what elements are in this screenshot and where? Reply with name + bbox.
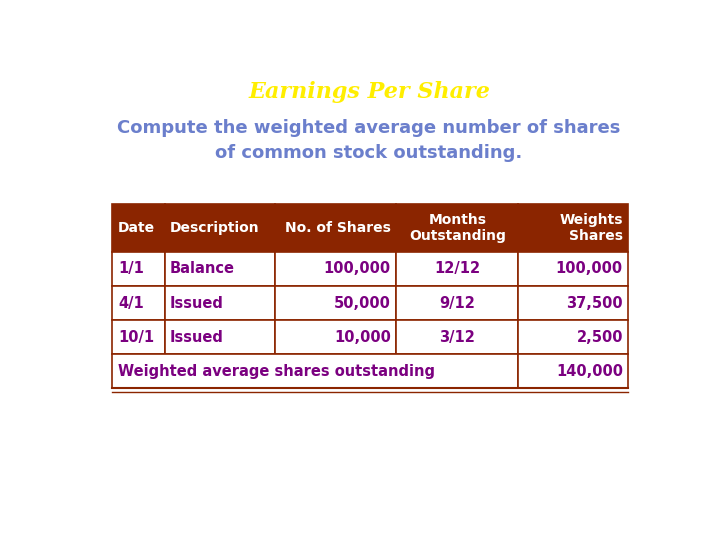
Text: No. of Shares: No. of Shares [285,221,391,235]
Text: 2,500: 2,500 [577,329,623,345]
Text: Issued: Issued [170,295,224,310]
Text: 4/1: 4/1 [118,295,144,310]
Bar [112,204,164,252]
Text: Description: Description [170,221,260,235]
Text: 9/12: 9/12 [439,295,475,310]
Text: Weighted average shares outstanding: Weighted average shares outstanding [118,364,435,379]
Bar [164,320,275,354]
Bar [275,286,397,320]
Text: 10,000: 10,000 [334,329,391,345]
Bar [397,252,518,286]
Bar [518,252,629,286]
Text: Issued: Issued [170,329,224,345]
Text: 12/12: 12/12 [434,261,480,276]
Bar [112,286,164,320]
Text: 10/1: 10/1 [118,329,154,345]
Bar [275,320,397,354]
Text: 140,000: 140,000 [556,364,623,379]
Text: Weights
Shares: Weights Shares [559,213,623,243]
Bar [397,286,518,320]
Text: Months
Outstanding: Months Outstanding [409,213,506,243]
Bar [518,354,629,388]
Text: 37,500: 37,500 [566,295,623,310]
Text: 50,000: 50,000 [334,295,391,310]
Bar [518,320,629,354]
Text: Balance: Balance [170,261,235,276]
Bar [397,320,518,354]
Bar [112,320,164,354]
Text: Compute the weighted average number of shares
of common stock outstanding.: Compute the weighted average number of s… [117,119,621,162]
Text: Date: Date [118,221,155,235]
Bar [518,286,629,320]
Text: 100,000: 100,000 [324,261,391,276]
Bar [112,354,518,388]
Bar [112,252,164,286]
Bar [275,252,397,286]
Text: 1/1: 1/1 [118,261,144,276]
Bar [164,286,275,320]
Text: 100,000: 100,000 [556,261,623,276]
Text: 3/12: 3/12 [439,329,475,345]
Bar [164,252,275,286]
Text: Earnings Per Share: Earnings Per Share [248,82,490,104]
